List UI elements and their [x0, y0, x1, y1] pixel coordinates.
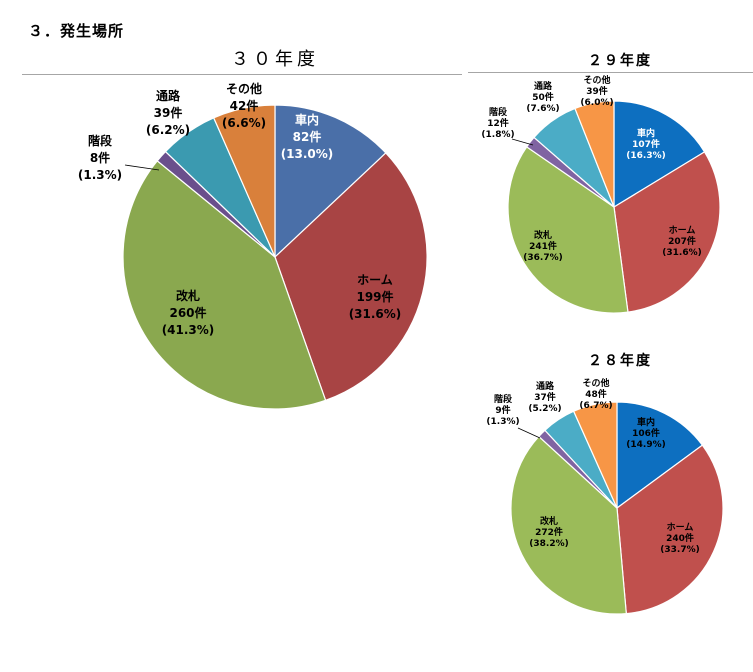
- pie-chart-h29: 車内 107件(16.3%) ホーム 207件(31.6%) 改札 241件(36.7%)…: [481, 74, 721, 314]
- pie-slice-other-h30: [212, 104, 276, 258]
- data-label-car-h29: 車内 107件(16.3%): [626, 127, 665, 161]
- data-label-platform-h30: ホーム 199件(31.6%): [349, 273, 402, 321]
- data-label-car-h30: 車内 82件(13.0%): [281, 112, 334, 161]
- data-label-car-h28: 車内 106件(14.9%): [626, 416, 665, 450]
- pie-slice-car-h29: [613, 100, 706, 209]
- data-label-platform-h28: ホーム 240件(33.7%): [660, 522, 699, 555]
- data-label-other-h29: その他 39件(6.0%): [580, 74, 613, 108]
- data-label-gate-h29: 改札 241件(36.7%): [523, 229, 562, 263]
- chart-title-h28: ２８年度: [588, 353, 652, 369]
- data-label-stairs-h29: 階段 12件(1.8%): [481, 106, 514, 140]
- pie-slice-gate-h30: [122, 160, 327, 410]
- chart-title-h29: ２９年度: [588, 53, 652, 69]
- pie-slice-platform-h28: [616, 444, 724, 615]
- pie-slice-other-h28: [572, 401, 618, 509]
- title-rule-h29: [468, 72, 753, 73]
- data-label-stairs-h30: 階段 8件(1.3%): [78, 133, 122, 182]
- data-label-platform-h29: ホーム 207件(31.6%): [662, 225, 701, 258]
- data-label-passage-h30: 通路 39件(6.2%): [146, 88, 190, 137]
- pie-slice-platform-h29: [613, 151, 721, 313]
- data-label-other-h30: その他 42件(6.6%): [222, 81, 266, 130]
- pie-slice-car-h30: [274, 104, 387, 259]
- chart-title-h30: ３０年度: [231, 49, 319, 70]
- pie-slice-gate-h28: [510, 435, 627, 615]
- leader-line-stairs-h28: [517, 427, 541, 439]
- data-label-gate-h28: 改札 272件(38.2%): [529, 515, 568, 549]
- data-label-passage-h29: 通路 50件(7.6%): [526, 80, 559, 114]
- pie-slice-car-h28: [616, 401, 704, 510]
- data-label-gate-h30: 改札 260件(41.3%): [162, 288, 215, 337]
- data-label-passage-h28: 通路 37件(5.2%): [528, 380, 561, 414]
- title-rule-h30: [22, 74, 462, 75]
- page-heading: ３．発生場所: [28, 22, 125, 40]
- pie-chart-h30: 車内 82件(13.0%) ホーム 199件(31.6%) 改札 260件(41.3%) 階…: [78, 81, 428, 410]
- data-label-other-h28: その他 48件(6.7%): [579, 377, 612, 411]
- pie-chart-h28: 車内 106件(14.9%) ホーム 240件(33.7%) 改札 272件(38.2%)…: [486, 377, 724, 615]
- pie-slice-other-h29: [574, 100, 615, 208]
- data-label-stairs-h28: 階段 9件(1.3%): [486, 393, 519, 427]
- leader-line-stairs-h30: [124, 164, 160, 171]
- leader-line-stairs-h29: [511, 138, 534, 146]
- pie-slice-platform-h30: [274, 152, 428, 402]
- pie-slice-gate-h29: [507, 146, 629, 314]
